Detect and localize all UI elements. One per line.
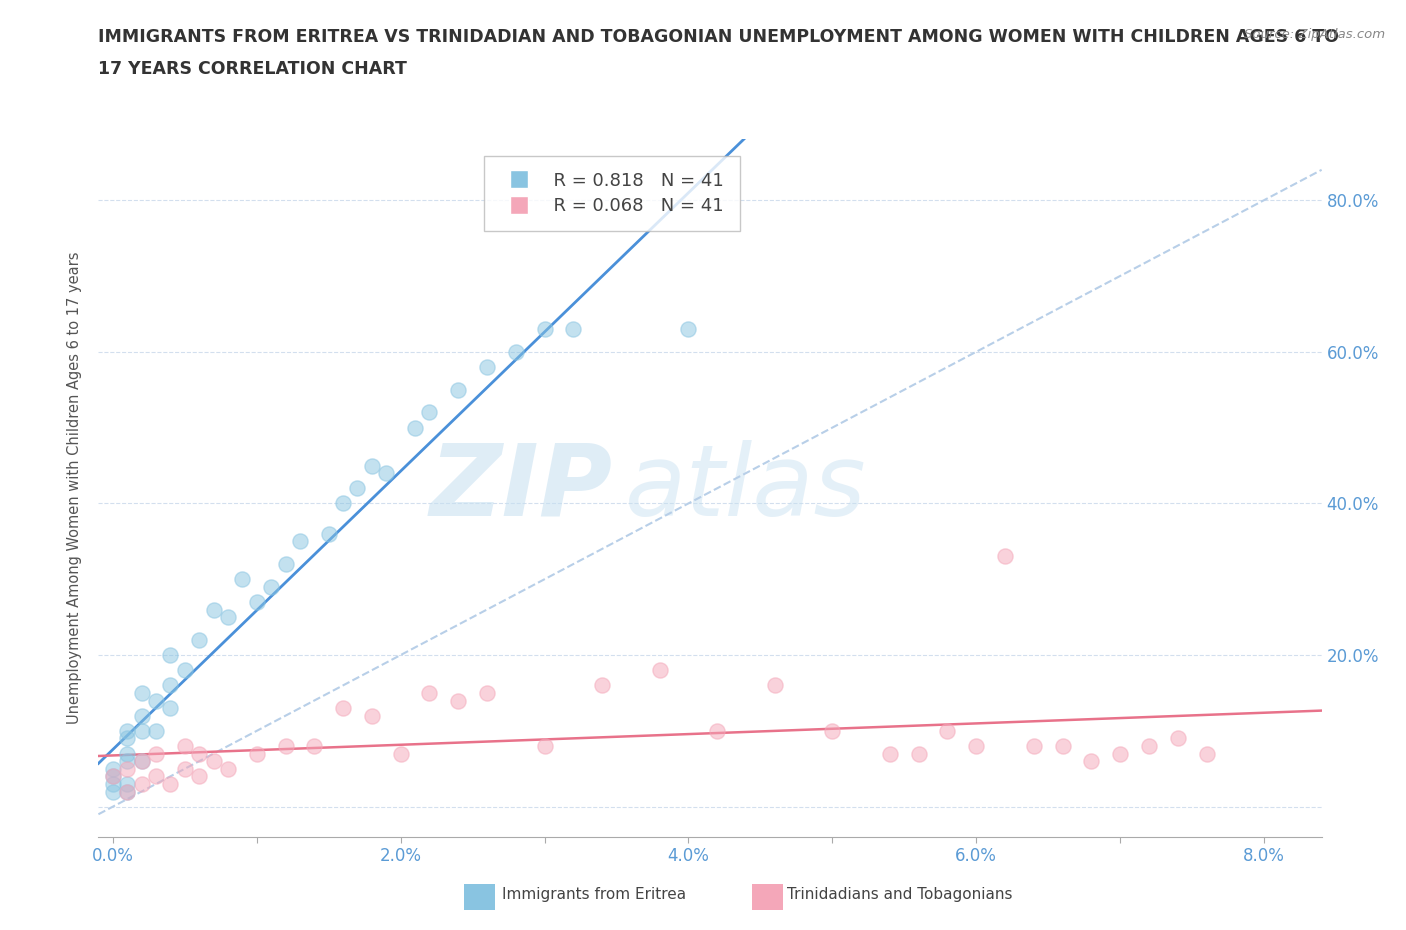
Point xyxy=(131,777,153,791)
Text: ZIP: ZIP xyxy=(429,440,612,537)
Point xyxy=(1052,738,1074,753)
Point xyxy=(260,579,283,594)
Point xyxy=(217,762,239,777)
Point xyxy=(447,382,470,397)
Point xyxy=(131,709,153,724)
Legend:   R = 0.818   N = 41,   R = 0.068   N = 41: R = 0.818 N = 41, R = 0.068 N = 41 xyxy=(484,155,740,232)
Point xyxy=(115,762,138,777)
Point xyxy=(475,685,498,700)
Point xyxy=(131,753,153,768)
Text: 17 YEARS CORRELATION CHART: 17 YEARS CORRELATION CHART xyxy=(98,60,408,78)
Point xyxy=(360,709,382,724)
Text: Source: ZipAtlas.com: Source: ZipAtlas.com xyxy=(1244,28,1385,41)
Point xyxy=(533,322,555,337)
Point xyxy=(1080,753,1102,768)
Point xyxy=(907,746,929,761)
Point xyxy=(101,769,124,784)
Point xyxy=(115,777,138,791)
Text: atlas: atlas xyxy=(624,440,866,537)
Point xyxy=(115,724,138,738)
Point xyxy=(188,746,211,761)
Point xyxy=(879,746,901,761)
Point xyxy=(115,784,138,799)
Point xyxy=(145,769,167,784)
Point xyxy=(591,678,613,693)
Text: Trinidadians and Tobagonians: Trinidadians and Tobagonians xyxy=(787,887,1012,902)
Point xyxy=(202,602,225,617)
Point xyxy=(145,746,167,761)
Point xyxy=(706,724,728,738)
Point xyxy=(188,632,211,647)
Point xyxy=(101,769,124,784)
Point xyxy=(101,762,124,777)
Point xyxy=(131,753,153,768)
Point xyxy=(965,738,987,753)
Point xyxy=(101,784,124,799)
Point xyxy=(505,344,527,359)
Point xyxy=(318,526,340,541)
Point xyxy=(288,534,311,549)
Point xyxy=(173,762,195,777)
Point xyxy=(1195,746,1218,761)
Point xyxy=(145,693,167,708)
Point xyxy=(131,724,153,738)
Point xyxy=(188,769,211,784)
Point xyxy=(274,738,297,753)
Point xyxy=(648,663,671,678)
Point xyxy=(274,557,297,572)
Point xyxy=(115,784,138,799)
Point xyxy=(217,610,239,625)
Point xyxy=(115,753,138,768)
Point xyxy=(101,777,124,791)
Point xyxy=(115,731,138,746)
Point xyxy=(375,466,398,481)
Point xyxy=(131,685,153,700)
Point xyxy=(562,322,585,337)
Point xyxy=(159,777,181,791)
Point xyxy=(1167,731,1189,746)
Point xyxy=(936,724,959,738)
Point xyxy=(389,746,412,761)
Point xyxy=(246,594,269,609)
Point xyxy=(821,724,844,738)
Point xyxy=(418,405,440,419)
Point xyxy=(763,678,786,693)
Point xyxy=(404,420,426,435)
Point xyxy=(346,481,368,496)
Text: Immigrants from Eritrea: Immigrants from Eritrea xyxy=(502,887,686,902)
Point xyxy=(115,746,138,761)
Point xyxy=(332,700,354,715)
Point xyxy=(246,746,269,761)
Point xyxy=(418,685,440,700)
Point xyxy=(360,458,382,473)
Point xyxy=(173,663,195,678)
Point xyxy=(1022,738,1045,753)
Point xyxy=(447,693,470,708)
Point xyxy=(475,360,498,375)
Y-axis label: Unemployment Among Women with Children Ages 6 to 17 years: Unemployment Among Women with Children A… xyxy=(67,252,83,724)
Point xyxy=(332,496,354,511)
Point xyxy=(159,647,181,662)
Point xyxy=(145,724,167,738)
Point xyxy=(173,738,195,753)
Point xyxy=(678,322,700,337)
Point xyxy=(159,700,181,715)
Point xyxy=(202,753,225,768)
Point xyxy=(304,738,326,753)
Point xyxy=(1109,746,1132,761)
Point xyxy=(994,549,1017,564)
Text: IMMIGRANTS FROM ERITREA VS TRINIDADIAN AND TOBAGONIAN UNEMPLOYMENT AMONG WOMEN W: IMMIGRANTS FROM ERITREA VS TRINIDADIAN A… xyxy=(98,28,1340,46)
Point xyxy=(533,738,555,753)
Point xyxy=(1137,738,1160,753)
Point xyxy=(231,572,253,587)
Point xyxy=(159,678,181,693)
